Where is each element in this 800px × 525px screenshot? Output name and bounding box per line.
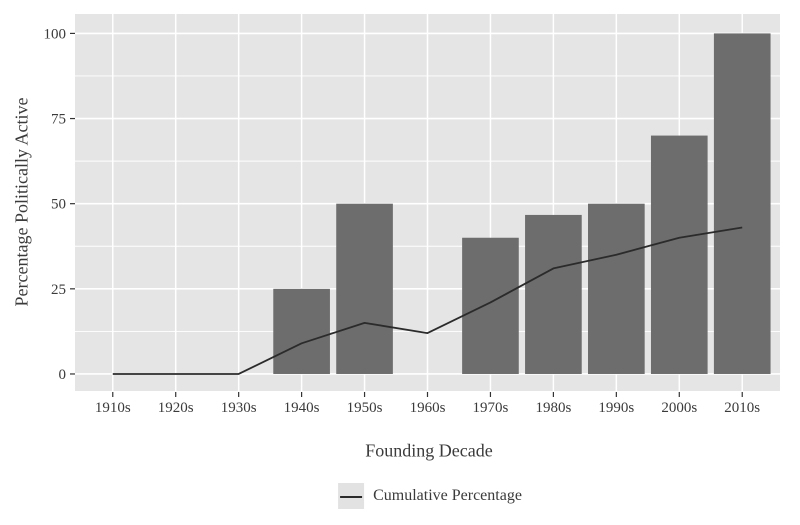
x-tick-label: 1950s [347,400,383,416]
legend-label: Cumulative Percentage [373,487,522,504]
bar [588,203,645,374]
bar [713,33,771,374]
y-tick-label: 100 [44,26,67,42]
x-tick-label: 2000s [661,400,697,416]
y-tick-label: 0 [59,367,67,383]
y-tick-label: 50 [51,197,66,213]
x-tick-label: 1970s [473,400,509,416]
x-tick-label: 1910s [95,400,131,416]
x-axis-title: Founding Decade [365,440,493,461]
legend: Cumulative Percentage [338,483,522,509]
x-tick-label: 1930s [221,400,257,416]
x-tick-label: 1940s [284,400,320,416]
bar [336,203,393,374]
x-tick-label: 2010s [724,400,760,416]
legend-key-line-icon [340,496,363,498]
y-tick-label: 25 [51,282,66,298]
x-tick-label: 1920s [158,400,194,416]
bar [525,214,582,374]
y-tick-label: 75 [51,112,66,128]
legend-key [338,483,365,509]
x-tick-label: 1960s [410,400,446,416]
bar [462,237,519,374]
bar [650,135,708,374]
bar [273,288,330,374]
x-tick-label: 1990s [598,400,634,416]
cumulative-line [112,226,743,375]
x-tick-label: 1980s [535,400,571,416]
y-axis-title: Percentage Politically Active [11,97,32,307]
